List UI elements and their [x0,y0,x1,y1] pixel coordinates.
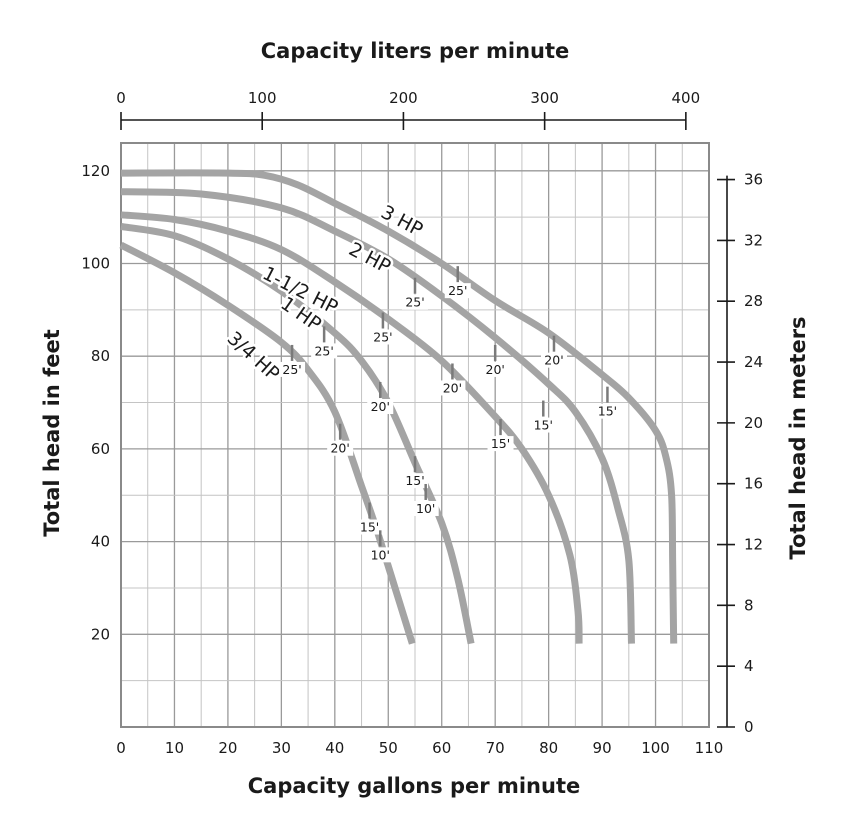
distance-label-bg [594,403,621,419]
distance-label-bg [487,436,514,452]
distance-label-1-1-2-hp: 25' [373,329,392,344]
distance-label-bg [540,352,567,368]
x-tick-label-lpm: 0 [116,89,126,107]
bottom-axis-title: Capacity gallons per minute [248,774,580,798]
x-tick-label-gpm: 40 [325,739,344,757]
y-tick-label-meters: 12 [744,536,763,554]
x-tick-label-gpm: 60 [432,739,451,757]
x-tick-label-lpm: 400 [672,89,701,107]
distance-label-bg [530,417,557,433]
x-tick-label-gpm: 100 [641,739,670,757]
x-tick-label-gpm: 70 [486,739,505,757]
distance-label-bg [311,343,338,359]
distance-label-bg [327,440,354,456]
pump-curve-1-1-2-hp [120,211,583,644]
y-tick-label-feet: 100 [81,255,110,273]
right-axis-title: Total head in meters [786,316,810,559]
x-tick-label-gpm: 20 [218,739,237,757]
y-tick-label-meters: 20 [744,414,763,432]
distance-label-1-hp: 25' [314,343,333,358]
y-tick-label-meters: 4 [744,657,754,675]
distance-label-1-hp: 15' [405,473,424,488]
y-tick-label-meters: 36 [744,171,763,189]
distance-label-2-hp: 25' [405,295,424,310]
y-tick-label-meters: 8 [744,596,754,614]
y-tick-label-feet: 120 [81,162,110,180]
x-tick-label-lpm: 200 [389,89,418,107]
distance-label-bg [482,361,509,377]
distance-label-3-hp: 20' [544,353,563,368]
y-tick-label-meters: 28 [744,292,763,310]
distance-label-bg [412,500,439,516]
y-tick-label-feet: 40 [91,533,110,551]
x-tick-label-gpm: 50 [379,739,398,757]
distance-label-3-4-hp: 10' [371,547,390,562]
top-axis-title: Capacity liters per minute [261,39,570,63]
y-tick-label-feet: 80 [91,347,110,365]
plot-frame [120,142,710,728]
x-tick-label-lpm: 300 [530,89,559,107]
distance-label-bg [369,329,396,345]
distance-label-1-hp: 20' [371,399,390,414]
y-tick-label-feet: 20 [91,625,110,643]
x-tick-label-gpm: 0 [116,739,126,757]
left-axis-title: Total head in feet [40,329,64,537]
x-tick-label-gpm: 110 [695,739,724,757]
pump-curve-3-hp [120,169,678,644]
distance-label-bg [367,547,394,563]
distance-label-1-1-2-hp: 20' [443,380,462,395]
distance-label-3-4-hp: 25' [282,362,301,377]
distance-label-3-4-hp: 15' [360,520,379,535]
x-tick-label-gpm: 30 [272,739,291,757]
distance-label-3-hp: 15' [598,404,617,419]
pump-curve-2-hp [120,188,635,644]
x-tick-label-lpm: 100 [248,89,277,107]
distance-label-bg [402,473,428,489]
distance-label-3-4-hp: 20' [330,441,349,456]
pump-curve-1-hp [120,222,475,645]
distance-label-bg [367,399,394,415]
distance-label-bg [356,519,383,535]
y-tick-label-meters: 0 [744,718,754,736]
distance-label-bg [444,283,471,299]
y-tick-label-meters: 24 [744,353,763,371]
distance-label-bg [439,380,466,396]
distance-label-bg [279,361,306,377]
distance-label-2-hp: 15' [534,418,553,433]
distance-label-3-hp: 25' [448,283,467,298]
x-tick-label-gpm: 90 [593,739,612,757]
distance-label-1-1-2-hp: 15' [491,436,510,451]
x-tick-label-gpm: 80 [539,739,558,757]
distance-label-2-hp: 20' [486,362,505,377]
axes: 0 10 20 30 40 50 60 70 80 90 100 110204060801001200… [81,89,763,757]
distance-label-bg [402,294,428,310]
x-tick-label-gpm: 10 [165,739,184,757]
grid [120,142,710,728]
y-tick-label-meters: 32 [744,231,763,249]
y-tick-label-feet: 60 [91,440,110,458]
y-tick-label-meters: 16 [744,475,763,493]
distance-label-1-hp: 10' [416,501,435,516]
